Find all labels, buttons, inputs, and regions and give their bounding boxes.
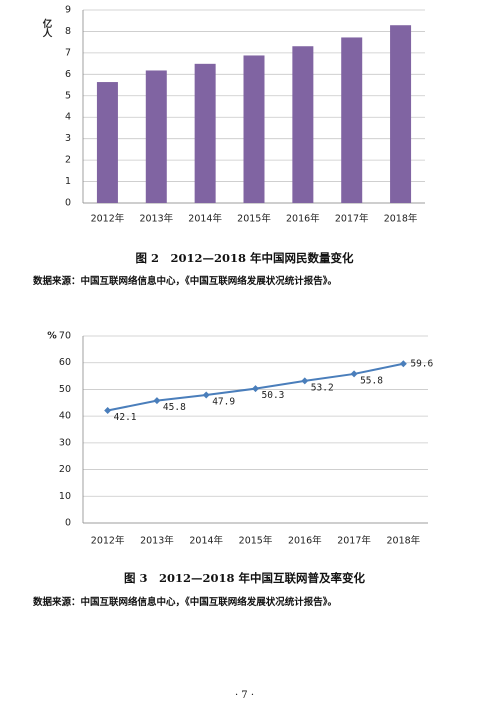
data-label: 55.8 <box>360 375 383 386</box>
point <box>153 397 161 405</box>
y-tick-label: 30 <box>59 437 71 448</box>
x-tick-label: 2012年 <box>91 213 125 225</box>
data-label: 50.3 <box>262 390 285 401</box>
point <box>202 391 210 399</box>
bar <box>390 25 412 203</box>
x-tick-label: 2015年 <box>237 213 271 225</box>
x-tick-label: 2013年 <box>140 535 174 547</box>
page-number: · 7 · <box>234 690 255 701</box>
x-tick-label: 2014年 <box>189 535 223 547</box>
y-tick-label: 1 <box>65 176 71 187</box>
y-tick-label: 4 <box>65 112 71 123</box>
bar <box>243 55 265 204</box>
y-tick-label: 40 <box>59 411 71 422</box>
y-axis-label: % <box>47 331 57 342</box>
y-tick-label: 7 <box>65 47 71 58</box>
bar <box>96 82 118 203</box>
bar <box>292 46 314 203</box>
y-tick-label: 50 <box>59 384 71 395</box>
source-note: 数据来源：中国互联网络信息中心，《中国互联网络发展状况统计报告》。 <box>33 597 338 608</box>
x-tick-label: 2015年 <box>239 535 273 547</box>
data-label: 59.6 <box>410 358 433 369</box>
y-tick-label: 9 <box>65 5 71 16</box>
caption: 图 3 2012—2018 年中国互联网普及率变化 <box>123 571 366 585</box>
point <box>301 377 309 385</box>
x-tick-label: 2017年 <box>337 535 371 547</box>
y-tick-label: 0 <box>65 518 71 529</box>
y-axis-label: 亿人 <box>41 18 53 38</box>
y-tick-label: 2 <box>65 155 71 166</box>
y-tick-label: 10 <box>59 491 71 502</box>
y-tick-label: 5 <box>65 90 71 101</box>
x-tick-label: 2013年 <box>139 213 173 225</box>
bar <box>341 37 363 204</box>
y-tick-label: 60 <box>59 357 71 368</box>
caption: 图 2 2012—2018 年中国网民数量变化 <box>135 251 354 265</box>
y-tick-label: 8 <box>65 26 71 37</box>
point <box>252 385 259 393</box>
point <box>399 360 407 368</box>
line-chart: 0 10 20 30 40 50 60 70% 2012年 2013年 2014年 2015年 2016… <box>47 331 433 547</box>
y-tick-label: 6 <box>65 69 71 80</box>
x-tick-label: 2012年 <box>91 535 125 547</box>
point <box>104 407 112 415</box>
data-label: 47.9 <box>212 397 235 408</box>
bar <box>194 63 216 203</box>
x-tick-label: 2016年 <box>288 535 322 547</box>
y-tick-label: 70 <box>59 331 71 342</box>
x-tick-label: 2016年 <box>286 213 320 225</box>
y-tick-label: 3 <box>65 133 71 144</box>
data-label: 45.8 <box>163 402 186 413</box>
x-tick-label: 2017年 <box>335 213 369 225</box>
x-tick-label: 2014年 <box>188 213 222 225</box>
x-tick-label: 2018年 <box>387 535 421 547</box>
y-tick-label: 0 <box>65 198 71 209</box>
data-label: 42.1 <box>114 412 137 423</box>
point <box>350 370 358 378</box>
data-label: 53.2 <box>311 382 334 393</box>
bar-chart: 0 1 2 3 4 5 6 7 8 9 亿人 2012年 2013年 2014年 2015年 2016年 201… <box>41 5 425 225</box>
source-note: 数据来源：中国互联网络信息中心，《中国互联网络发展状况统计报告》。 <box>33 276 338 287</box>
y-tick-label: 20 <box>59 464 71 475</box>
x-tick-label: 2018年 <box>384 213 418 225</box>
bar <box>145 70 167 204</box>
